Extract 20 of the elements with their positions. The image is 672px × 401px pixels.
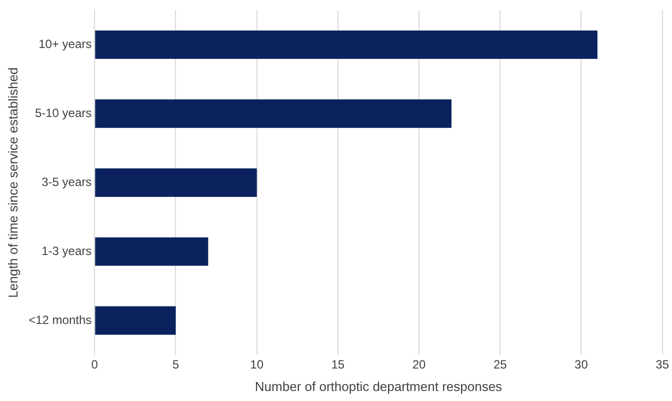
y-tick-label: 10+ years [38,36,92,51]
x-tick-label: 20 [412,358,426,372]
bar [95,168,257,197]
bar [95,99,452,128]
x-tick-label: 35 [656,358,670,372]
y-tick-label: 1-3 years [42,244,92,258]
x-tick-label: 5 [172,358,180,372]
x-tick-label: 10 [250,358,264,372]
x-axis-title: Number of orthoptic department responses [254,378,503,394]
bar [95,30,598,59]
y-axis-title: Length of time since service established [5,67,20,298]
x-tick-label: 15 [331,358,345,372]
x-tick-label: 0 [91,358,98,372]
x-tick-label: 30 [574,358,588,372]
y-tick-label: 3-5 years [42,174,92,189]
y-tick-label: 5-10 years [34,106,92,120]
x-tick-label: 25 [493,358,508,372]
bar [95,306,176,335]
y-tick-label: <12 months [28,312,92,327]
bar [95,237,208,266]
